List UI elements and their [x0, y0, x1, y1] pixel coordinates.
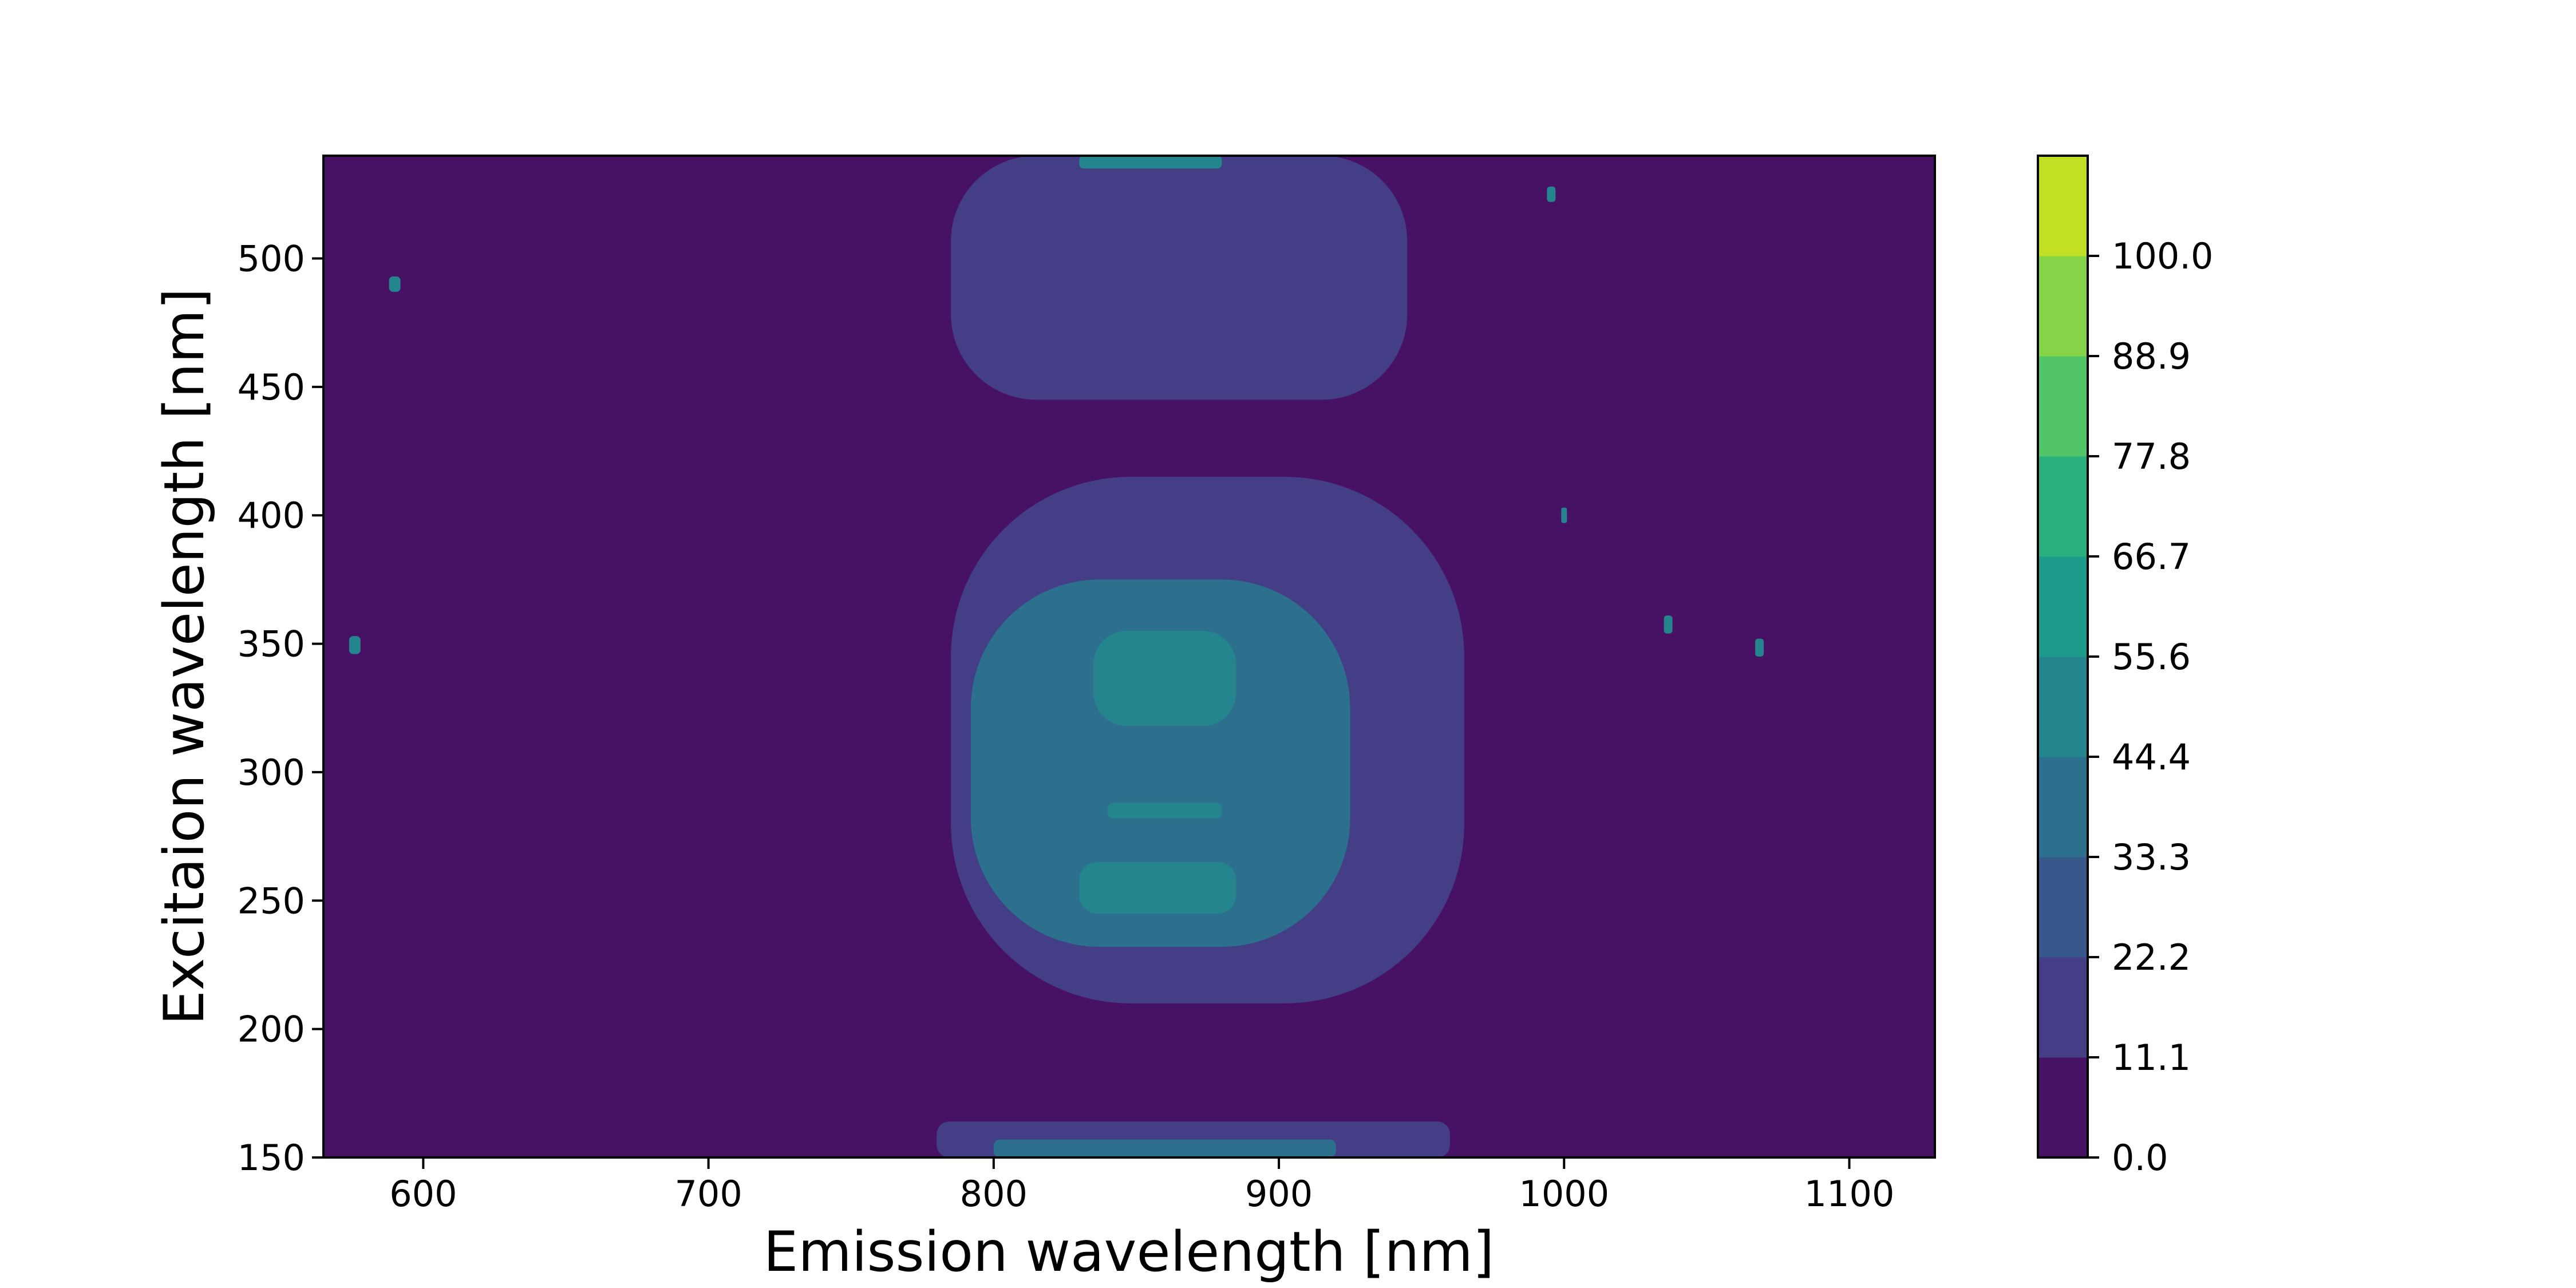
contour-region — [1093, 631, 1236, 726]
colorbar-tick-label: 100.0 — [2112, 235, 2214, 277]
x-tick-label: 1000 — [1519, 1173, 1609, 1215]
contour-region — [389, 276, 401, 292]
colorbar-tick-label: 0.0 — [2112, 1137, 2168, 1179]
colorbar-tick-label: 11.1 — [2112, 1037, 2191, 1078]
y-tick-label: 200 — [238, 1009, 305, 1050]
contour-regions — [349, 156, 1764, 1157]
x-axis: 600 700 800 900 1000 1100 — [389, 1157, 1894, 1215]
contour-region — [1561, 507, 1567, 523]
colorbar-segment — [2038, 156, 2088, 256]
contour-region — [951, 156, 1408, 400]
plot-area — [322, 155, 1936, 1159]
contour-region — [1547, 186, 1556, 202]
x-tick-label: 600 — [389, 1173, 457, 1215]
colorbar-segment — [2038, 657, 2088, 757]
contour-region — [993, 1139, 1336, 1157]
y-tick-label: 350 — [238, 623, 305, 665]
colorbar-segment — [2038, 456, 2088, 557]
colorbar-tick-label: 44.4 — [2112, 736, 2191, 778]
x-axis-title: Emission wavelength [nm] — [764, 1220, 1495, 1284]
colorbar-segment — [2038, 957, 2088, 1058]
contour-region — [1079, 156, 1222, 169]
plot-frame — [322, 155, 1936, 1159]
y-tick-label: 450 — [238, 366, 305, 408]
colorbar-segment — [2038, 256, 2088, 357]
x-tick-label: 900 — [1245, 1173, 1313, 1215]
y-tick-label: 300 — [238, 752, 305, 793]
colorbar-tick-label: 88.9 — [2112, 335, 2191, 377]
x-tick-label: 1100 — [1804, 1173, 1895, 1215]
contour-region — [1079, 862, 1236, 914]
colorbar-segment — [2038, 757, 2088, 858]
colorbar: 0.0 11.1 22.2 33.3 44.4 55.6 66.7 77.8 88.9 100.0 — [2037, 155, 2214, 1179]
y-axis: 150 200 250 300 350 400 450 500 — [238, 238, 323, 1179]
colorbar-tick-label: 77.8 — [2112, 436, 2191, 477]
y-tick-label: 500 — [238, 238, 305, 279]
colorbar-tick-label: 66.7 — [2112, 536, 2191, 578]
y-tick-label: 150 — [238, 1137, 305, 1179]
colorbar-tick-label: 33.3 — [2112, 836, 2191, 878]
colorbar-tick-label: 22.2 — [2112, 937, 2191, 978]
contour-region — [970, 579, 1350, 947]
x-tick-label: 800 — [960, 1173, 1028, 1215]
y-tick-label: 400 — [238, 495, 305, 536]
colorbar-segment — [2038, 1057, 2088, 1158]
contour-region — [1755, 638, 1764, 657]
colorbar-segment — [2038, 356, 2088, 457]
colorbar-segment — [2038, 556, 2088, 657]
contour-region — [1664, 615, 1673, 634]
colorbar-segment — [2038, 857, 2088, 958]
contour-region — [349, 636, 361, 654]
y-axis-title: Excitaion wavelength [nm] — [152, 288, 216, 1025]
colorbar-tick-label: 55.6 — [2112, 636, 2191, 678]
contour-region — [1108, 803, 1222, 819]
y-tick-label: 250 — [238, 880, 305, 922]
x-tick-label: 700 — [674, 1173, 742, 1215]
